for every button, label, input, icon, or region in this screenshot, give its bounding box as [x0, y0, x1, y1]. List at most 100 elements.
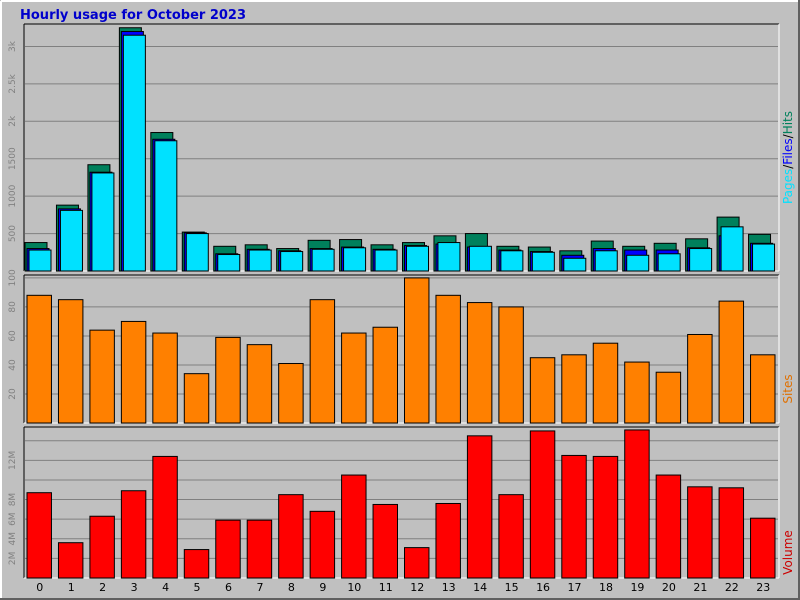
bar-volume-0 [26, 492, 52, 579]
x-tick-label: 0 [36, 581, 43, 594]
bar-sites-19 [624, 361, 650, 424]
y-tick-label: 1000 [8, 184, 18, 207]
bar-sites-0 [26, 294, 52, 424]
side-label-pages-files-hits: Pages/Files/Hits [781, 111, 795, 204]
bar-pages-7 [248, 249, 272, 272]
bar-pages-4 [154, 140, 178, 272]
bar-volume-5 [183, 549, 210, 579]
plot-area-volume [24, 427, 779, 578]
bar-sites-11 [372, 326, 398, 424]
bar-pages-6 [217, 254, 241, 272]
bar-volume-23 [750, 517, 776, 579]
x-tick-label: 16 [536, 581, 550, 594]
y-tick-label: 1500 [8, 147, 18, 170]
y-tick-label: 4M [8, 532, 18, 546]
bar-volume-14 [466, 435, 493, 579]
y-tick-label: 500 [8, 225, 18, 242]
bar-volume-13 [435, 502, 461, 579]
chart-title: Hourly usage for October 2023 [20, 8, 246, 23]
x-tick-label: 5 [194, 581, 201, 594]
bar-sites-20 [655, 371, 682, 424]
bar-volume-20 [655, 474, 682, 579]
bar-pages-21 [689, 248, 713, 272]
x-tick-label: 9 [319, 581, 326, 594]
bar-volume-11 [372, 503, 398, 579]
y-tick-label: 60 [8, 330, 18, 342]
bar-volume-16 [529, 430, 556, 579]
bar-sites-22 [718, 300, 745, 424]
bar-volume-17 [561, 454, 587, 579]
bar-pages-10 [343, 247, 367, 272]
bar-pages-23 [752, 243, 776, 272]
x-tick-label: 22 [725, 581, 739, 594]
plot-area-sites [24, 275, 779, 423]
bar-pages-14 [468, 245, 492, 272]
x-tick-label: 4 [162, 581, 169, 594]
bar-pages-16 [531, 251, 555, 272]
bar-sites-18 [592, 342, 619, 424]
x-tick-label: 15 [505, 581, 519, 594]
bar-volume-15 [498, 494, 524, 579]
bar-sites-8 [278, 363, 304, 424]
bar-pages-20 [657, 253, 681, 272]
x-tick-label: 12 [410, 581, 424, 594]
bar-volume-6 [215, 519, 241, 579]
bar-pages-15 [500, 250, 524, 272]
y-tick-label: 2k [8, 115, 18, 127]
bar-sites-9 [309, 299, 336, 424]
x-tick-label: 23 [756, 581, 770, 594]
x-tick-label: 6 [225, 581, 232, 594]
bar-pages-18 [594, 250, 618, 272]
bar-volume-8 [278, 494, 304, 579]
bar-volume-4 [152, 455, 178, 579]
bar-sites-4 [152, 332, 178, 424]
bar-volume-21 [687, 486, 713, 579]
side-label-sites: Sites [781, 374, 795, 403]
bar-pages-17 [563, 257, 587, 272]
bar-sites-10 [341, 332, 367, 424]
bar-pages-9 [311, 248, 335, 272]
bar-volume-12 [404, 547, 430, 579]
y-tick-label: 6M [8, 512, 18, 526]
bar-sites-17 [561, 354, 587, 424]
y-tick-label: 8M [8, 493, 18, 507]
y-tick-label: 20 [8, 388, 18, 400]
bar-pages-5 [185, 233, 209, 272]
x-tick-label: 3 [131, 581, 138, 594]
x-tick-label: 10 [347, 581, 361, 594]
y-tick-label: 2.5k [8, 73, 18, 93]
bar-pages-19 [626, 254, 650, 272]
bar-sites-12 [404, 277, 430, 424]
bar-sites-13 [435, 294, 461, 424]
bar-pages-1 [59, 209, 83, 272]
bar-sites-1 [57, 299, 84, 424]
x-tick-label: 13 [442, 581, 456, 594]
bar-pages-22 [720, 226, 744, 272]
bar-sites-14 [466, 302, 493, 424]
bar-pages-2 [91, 172, 115, 272]
bar-sites-5 [183, 373, 210, 424]
x-tick-label: 11 [379, 581, 393, 594]
x-tick-label: 21 [693, 581, 707, 594]
panel-volume: 2M 4M 6M 8M 12M Volume [8, 426, 795, 579]
bar-pages-0 [28, 249, 52, 272]
bar-volume-7 [246, 519, 273, 579]
bar-volume-19 [624, 429, 650, 579]
bar-sites-2 [89, 329, 115, 424]
bar-pages-3 [122, 34, 146, 272]
plot-area-hits-files-pages [24, 24, 779, 271]
y-tick-label: 3k [8, 40, 18, 52]
bar-volume-18 [592, 455, 619, 579]
x-tick-label: 8 [288, 581, 295, 594]
x-tick-label: 1 [68, 581, 75, 594]
x-tick-label: 18 [599, 581, 613, 594]
x-tick-label: 2 [99, 581, 106, 594]
bar-volume-22 [718, 487, 745, 579]
bar-volume-9 [309, 510, 336, 579]
bar-volume-1 [57, 542, 84, 579]
x-tick-label: 14 [473, 581, 487, 594]
bar-sites-15 [498, 306, 524, 424]
y-tick-label: 40 [8, 359, 18, 371]
panel-sites: 20 40 60 80 100 Sites [8, 269, 795, 424]
